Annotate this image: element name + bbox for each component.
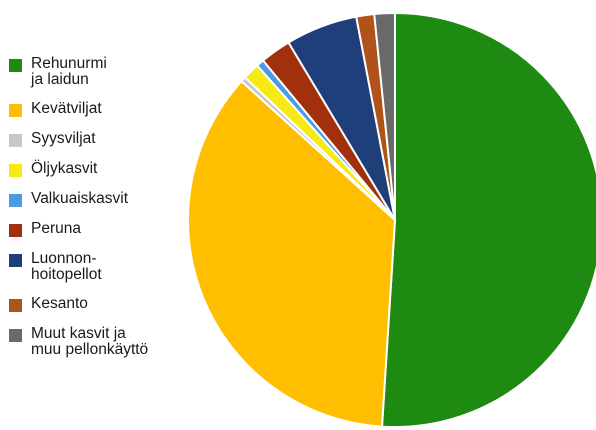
legend-label: Öljykasvit — [31, 160, 98, 177]
legend-label: Syysviljat — [31, 130, 96, 147]
legend-label: Rehunurmi ja laidun — [31, 55, 107, 88]
legend-swatch — [9, 104, 22, 117]
legend-item: Öljykasvit — [9, 161, 219, 177]
legend-label: Kesanto — [31, 295, 88, 312]
legend-item: Rehunurmi ja laidun — [9, 56, 219, 88]
pie-slice-1 — [381, 12, 596, 428]
legend-swatch — [9, 194, 22, 207]
legend-label: Valkuaiskasvit — [31, 190, 129, 207]
legend-item: Kevätviljat — [9, 101, 219, 117]
legend-swatch — [9, 59, 22, 72]
legend-label: Peruna — [31, 220, 81, 237]
legend-label: Kevätviljat — [31, 100, 102, 117]
legend-item: Muut kasvit ja muu pellonkäyttö — [9, 326, 219, 358]
legend-swatch — [9, 254, 22, 267]
legend-label: Muut kasvit ja muu pellonkäyttö — [31, 325, 149, 358]
legend-item: Kesanto — [9, 296, 219, 312]
legend-item: Valkuaiskasvit — [9, 191, 219, 207]
legend-label: Luonnon-hoitopellot — [31, 250, 102, 283]
pie-slice-9 — [373, 12, 396, 221]
legend-swatch — [9, 224, 22, 237]
legend-item: Syysviljat — [9, 131, 219, 147]
legend-swatch — [9, 329, 22, 342]
legend-swatch — [9, 134, 22, 147]
legend-item: Luonnon-hoitopellot — [9, 251, 219, 283]
legend-item: Peruna — [9, 221, 219, 237]
legend: Rehunurmi ja laidun Kevätviljat Syysviljat Ö… — [9, 56, 219, 358]
pie-slice-2 — [187, 80, 396, 428]
legend-swatch — [9, 299, 22, 312]
legend-swatch — [9, 164, 22, 177]
